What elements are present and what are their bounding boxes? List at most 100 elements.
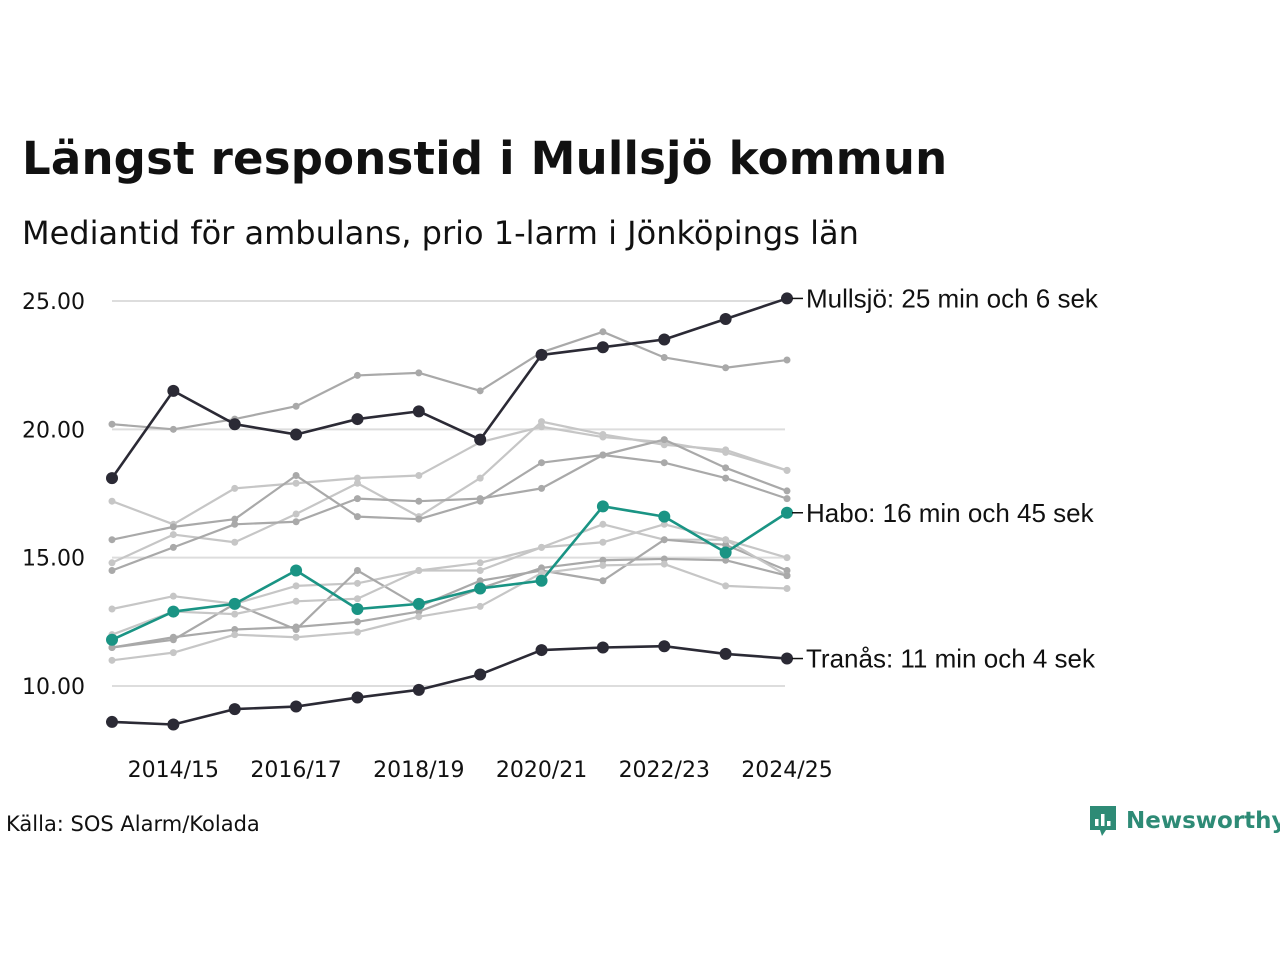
other-series-line bbox=[111, 453, 788, 572]
other-series-point bbox=[108, 605, 116, 613]
habo-end-label: Habo: 16 min och 45 sek bbox=[806, 498, 1095, 528]
habo-series-point bbox=[351, 603, 364, 615]
mullsjo-series-point bbox=[290, 428, 303, 441]
other-series-point bbox=[783, 487, 791, 495]
other-series-point bbox=[353, 513, 361, 521]
other-series-point bbox=[415, 369, 423, 377]
other-series-point bbox=[722, 364, 730, 372]
chart-title: Längst responstid i Mullsjö kommun bbox=[22, 132, 948, 185]
other-series-point bbox=[722, 536, 730, 544]
x-tick-label: 2022/23 bbox=[619, 758, 710, 783]
y-tick-label: 25.00 bbox=[22, 290, 85, 315]
other-series-point bbox=[599, 561, 607, 569]
mullsjo-series-point bbox=[412, 405, 425, 418]
habo-series-line bbox=[111, 505, 788, 641]
other-series-point bbox=[169, 633, 177, 641]
other-series-point bbox=[231, 610, 239, 618]
tranas-series-point bbox=[412, 683, 425, 696]
other-series-point bbox=[231, 515, 239, 523]
other-series-point bbox=[108, 536, 116, 544]
newsworthy-logo-icon bbox=[1090, 806, 1116, 836]
habo-series-point bbox=[106, 633, 118, 646]
other-series-point bbox=[783, 495, 791, 503]
brand-logo: Newsworthy bbox=[1088, 804, 1280, 838]
label-layer: 2014/15 2016/17 2018/19 2020/21 2022/23 2024/… bbox=[128, 283, 1099, 783]
y-tick-label: 15.00 bbox=[22, 547, 85, 572]
other-series-point bbox=[108, 644, 116, 651]
other-series-point bbox=[476, 497, 484, 505]
other-series-point bbox=[538, 543, 546, 551]
other-series-point bbox=[169, 425, 177, 433]
other-series-line bbox=[111, 438, 788, 541]
other-series-point bbox=[538, 564, 546, 572]
highlight-series-layer bbox=[106, 292, 793, 731]
habo-series-point bbox=[658, 510, 671, 523]
other-series-line bbox=[111, 557, 788, 649]
habo-series-point bbox=[596, 500, 609, 513]
other-series-point bbox=[415, 497, 423, 505]
other-series-point bbox=[599, 520, 607, 528]
other-series-point bbox=[476, 474, 484, 482]
other-series-point bbox=[476, 567, 484, 574]
other-series-point bbox=[353, 595, 361, 603]
other-series-point bbox=[722, 448, 730, 456]
habo-series-point bbox=[719, 546, 732, 559]
other-series-point bbox=[292, 518, 300, 526]
source-note: Källa: SOS Alarm/Kolada bbox=[6, 812, 260, 836]
tranas-end-label: Tranås: 11 min och 4 sek bbox=[806, 644, 1096, 674]
other-series-point bbox=[169, 543, 177, 551]
x-tick-label: 2018/19 bbox=[373, 758, 464, 783]
other-series-point bbox=[538, 418, 546, 426]
tranas-series-point bbox=[719, 647, 732, 660]
other-series-point bbox=[169, 592, 177, 600]
other-series-point bbox=[722, 582, 730, 590]
mullsjo-series-point bbox=[228, 418, 241, 431]
other-series-point bbox=[231, 484, 239, 492]
other-series-point bbox=[231, 538, 239, 546]
mullsjo-series-point bbox=[781, 292, 793, 305]
other-series-line bbox=[111, 420, 788, 564]
habo-series-point bbox=[781, 506, 793, 519]
tranas-series-point bbox=[228, 703, 241, 716]
other-series-point bbox=[353, 371, 361, 379]
other-series-point bbox=[292, 479, 300, 487]
other-series-point bbox=[415, 515, 423, 523]
other-series-point bbox=[108, 656, 116, 664]
other-series-point bbox=[415, 608, 423, 616]
y-tick-label: 20.00 bbox=[22, 418, 85, 443]
other-series-point bbox=[108, 559, 116, 567]
other-series-point bbox=[231, 631, 239, 639]
other-series-point bbox=[353, 474, 361, 482]
other-series-point bbox=[476, 577, 484, 585]
other-series-point bbox=[783, 466, 791, 474]
other-series-point bbox=[722, 541, 730, 549]
other-series-point bbox=[538, 484, 546, 492]
other-series-point bbox=[353, 567, 361, 574]
habo-series-point bbox=[167, 605, 180, 618]
other-series-point bbox=[599, 538, 607, 546]
other-series-point bbox=[415, 567, 423, 574]
chart-subtitle: Mediantid för ambulans, prio 1-larm i Jö… bbox=[22, 214, 859, 252]
tranas-series-point bbox=[781, 652, 793, 665]
x-tick-label: 2014/15 bbox=[128, 758, 219, 783]
other-series-point bbox=[292, 633, 300, 641]
other-series-point bbox=[292, 582, 300, 590]
other-series-point bbox=[660, 555, 668, 563]
other-series-point bbox=[292, 597, 300, 605]
other-series-point bbox=[292, 472, 300, 480]
other-series-point bbox=[415, 472, 423, 480]
other-series-point bbox=[108, 567, 116, 574]
other-series-point bbox=[660, 536, 668, 544]
other-series-point bbox=[169, 531, 177, 539]
other-series-point bbox=[599, 577, 607, 585]
habo-series-point bbox=[228, 597, 241, 610]
mullsjo-series-point bbox=[474, 433, 487, 446]
tranas-series-point bbox=[290, 700, 303, 713]
mullsjo-series-point bbox=[535, 348, 548, 361]
x-tick-label: 2020/21 bbox=[496, 758, 587, 783]
other-series-line bbox=[111, 330, 788, 431]
mullsjo-series-point bbox=[719, 312, 732, 325]
mullsjo-series-line bbox=[110, 297, 788, 479]
other-series-point bbox=[599, 451, 607, 459]
